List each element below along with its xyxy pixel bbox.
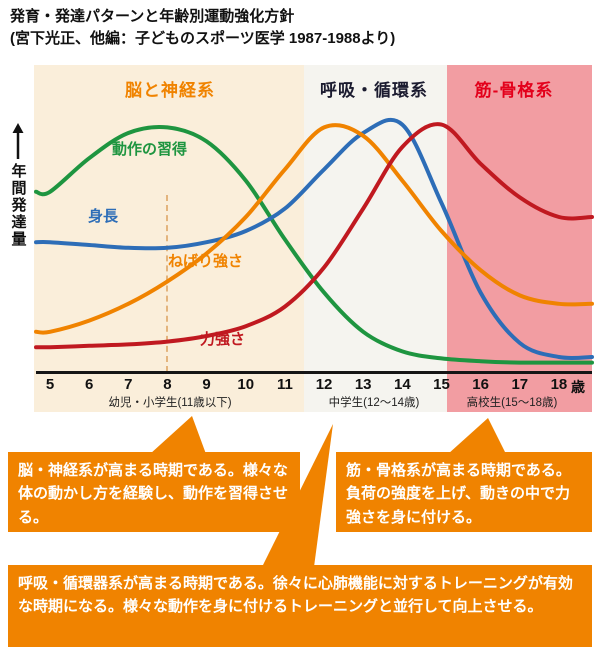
- callout-brain-nervous: 脳・神経系が高まる時期である。様々な体の動かし方を経験し、動作を習得させる。: [8, 452, 300, 532]
- x-tick-5: 5: [45, 376, 55, 393]
- up-arrow-icon: [12, 123, 24, 159]
- curve-motor-skill: [34, 124, 594, 365]
- region-header-brain-nervous: 脳と神経系: [125, 81, 215, 100]
- chart-title: 発育・発達パターンと年齢別運動強化方針 (宮下光正、他編：子どものスポーツ医学 …: [10, 6, 395, 50]
- chart-area: 脳と神経系 呼吸・循環系 筋-骨格系 動作の習得 身長 ねばり強さ 力強さ 5 6…: [0, 60, 600, 412]
- curve-tenacity: [34, 123, 594, 335]
- title-line1: 発育・発達パターンと年齢別運動強化方針: [10, 8, 295, 25]
- x-tick-10: 10: [237, 376, 255, 393]
- curve-height: [34, 117, 594, 361]
- x-axis-ticks: 5 6 7 8 9 10 11 12 13 14 15 16 17 18: [0, 376, 600, 394]
- curve-label-tenacity: ねばり強さ: [168, 253, 244, 270]
- region-header-respiratory-circulatory: 呼吸・循環系: [320, 81, 428, 100]
- x-tick-17: 17: [511, 376, 529, 393]
- curve-strength: [34, 122, 594, 350]
- x-tick-8: 8: [163, 376, 172, 393]
- curves-plot: [34, 117, 594, 365]
- y-axis-label: 年間発達量: [9, 163, 27, 248]
- curve-label-height: 身長: [88, 208, 119, 225]
- x-tick-7: 7: [124, 376, 133, 393]
- x-tick-16: 16: [472, 376, 489, 393]
- title-line2: (宮下光正、他編：子どものスポーツ医学 1987-1988より): [10, 30, 396, 47]
- callout-respiratory: 呼吸・循環器系が高まる時期である。徐々に心肺機能に対するトレーニングが有効な時期…: [8, 565, 592, 647]
- x-tick-9: 9: [202, 376, 211, 393]
- x-axis-unit-label: 歳: [571, 379, 585, 395]
- region-header-musculoskeletal: 筋-骨格系: [474, 81, 554, 100]
- callout-pointer-left: [150, 416, 206, 454]
- age-group-label-elementary: 幼児・小学生(11歳以下): [108, 397, 232, 409]
- callout-musculoskeletal: 筋・骨格系が高まる時期である。負荷の強度を上げ、動きの中で力強さを身に付ける。: [336, 452, 592, 532]
- curve-label-strength: 力強さ: [200, 331, 246, 348]
- x-tick-18: 18: [550, 376, 568, 393]
- x-tick-15: 15: [433, 376, 450, 393]
- age-group-label-high-school: 高校生(15～18歳): [466, 397, 558, 409]
- x-tick-13: 13: [354, 376, 372, 393]
- y-axis: 年間発達量: [5, 122, 31, 248]
- band-musculoskeletal: [447, 65, 592, 412]
- x-axis-line: [36, 371, 592, 374]
- age-group-label-junior-high: 中学生(12～14歳): [328, 397, 420, 409]
- x-tick-12: 12: [315, 376, 333, 393]
- callout-pointer-right: [448, 418, 506, 454]
- band-brain-nervous: [34, 65, 304, 412]
- x-tick-11: 11: [276, 376, 293, 393]
- curve-label-motor-skill: 動作の習得: [112, 141, 188, 158]
- x-tick-6: 6: [84, 376, 94, 393]
- x-tick-14: 14: [394, 376, 411, 393]
